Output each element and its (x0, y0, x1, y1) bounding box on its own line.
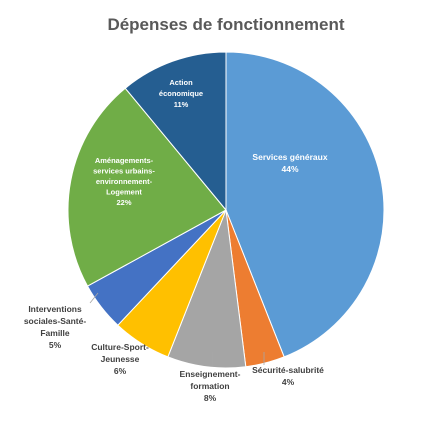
slice-label-7-line-3: 11% (174, 100, 189, 109)
slice-label-6-line-4: Logement (106, 188, 142, 197)
slice-label-4-line-1: Culture-Sport- (91, 342, 149, 352)
slice-label-5-line-1: Interventions (28, 304, 82, 314)
slice-label-1-line-2: 44% (281, 164, 298, 174)
slice-label-3-line-2: formation (190, 381, 229, 391)
slice-label-6-line-1: Aménagements- (95, 156, 154, 165)
slice-label-3-line-3: 8% (204, 393, 217, 403)
slice-label-4: Culture-Sport- Jeunesse 6% (91, 342, 149, 376)
slice-label-5: Interventions sociales-Santé- Famille 5% (24, 304, 87, 350)
chart-title: Dépenses de fonctionnement (107, 15, 344, 34)
slice-label-1-line-1: Services généraux (252, 152, 327, 162)
pie-slices (67, 51, 385, 369)
slice-labels: Services généraux 44% Sécurité-salubrité 4%… (24, 78, 328, 403)
leader-lines (89, 292, 265, 366)
slice-label-2: Sécurité-salubrité 4% (252, 365, 324, 387)
slice-label-7-line-1: Action (169, 78, 193, 87)
slice-label-4-line-3: 6% (114, 366, 127, 376)
leader-line-5 (89, 292, 99, 304)
slice-label-5-line-3: Famille (40, 328, 70, 338)
slice-label-5-line-2: sociales-Santé- (24, 316, 87, 326)
slice-label-7: Action économique 11% (159, 78, 203, 109)
slice-label-6-line-2: services urbains- (93, 167, 155, 176)
pie-slice-6 (67, 87, 227, 287)
slice-label-6-line-3: environnement- (96, 177, 153, 186)
slice-label-3: Enseignement-formation 8% (180, 369, 241, 403)
slice-label-6: Aménagements-services urbains-environnem… (93, 156, 155, 207)
pie-slice-7 (124, 51, 227, 212)
slice-label-2-line-1: Sécurité-salubrité (252, 365, 324, 375)
slice-label-4-line-2: Jeunesse (101, 354, 140, 364)
slice-label-3-line-1: Enseignement- (180, 369, 241, 379)
slice-label-5-line-4: 5% (49, 340, 62, 350)
pie-slice-1 (225, 51, 385, 358)
slice-label-7-line-2: économique (159, 89, 203, 98)
slice-label-1: Services généraux 44% (252, 152, 327, 174)
slice-label-6-line-5: 22% (116, 198, 131, 207)
slice-label-2-line-2: 4% (282, 377, 295, 387)
